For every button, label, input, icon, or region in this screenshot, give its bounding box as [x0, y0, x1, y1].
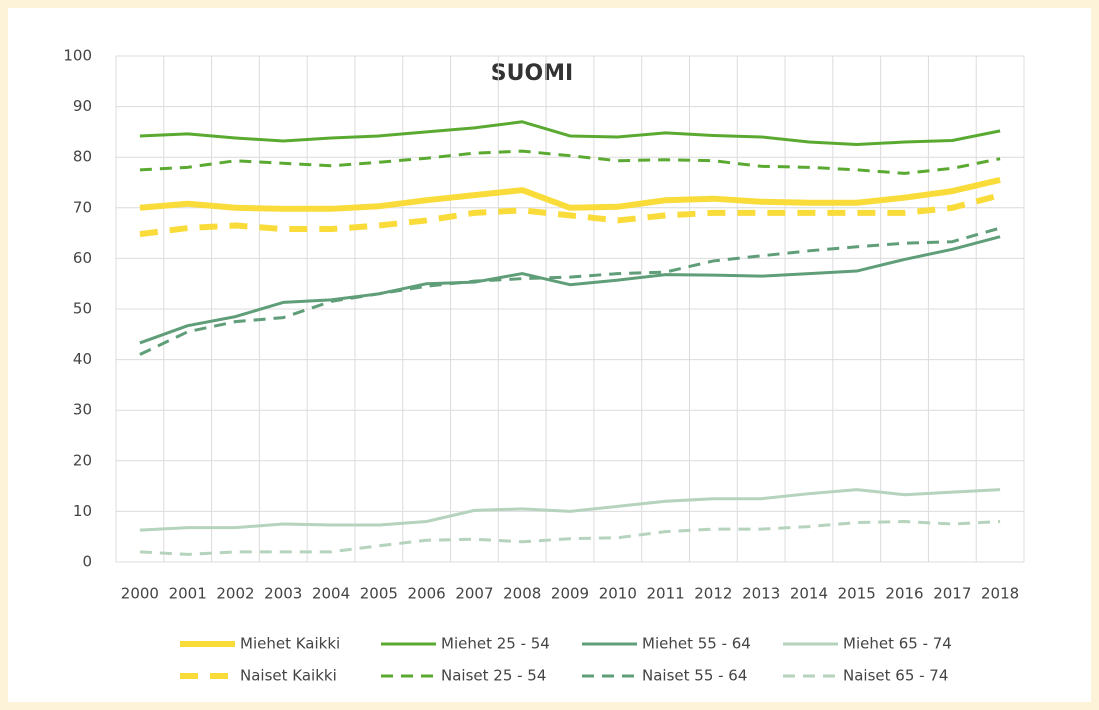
- x-tick-label: 2004: [312, 585, 350, 603]
- x-tick-label: 2001: [169, 585, 207, 603]
- x-tick-label: 2007: [455, 585, 493, 603]
- y-tick-label: 60: [73, 249, 92, 267]
- y-tick-label: 100: [63, 47, 92, 65]
- y-tick-label: 0: [82, 553, 92, 571]
- x-tick-label: 2018: [981, 585, 1019, 603]
- x-tick-label: 2017: [933, 585, 971, 603]
- legend-label: Miehet 55 - 64: [642, 635, 751, 653]
- y-tick-label: 70: [73, 198, 92, 216]
- y-tick-label: 80: [73, 148, 92, 166]
- x-tick-label: 2000: [121, 585, 159, 603]
- series-line: [139, 149, 1001, 175]
- series-line: [139, 235, 1001, 345]
- legend-label: Naiset 55 - 64: [642, 667, 747, 685]
- legend-label: Miehet 65 - 74: [843, 635, 952, 653]
- chart-title: SUOMI: [491, 61, 574, 86]
- x-tick-label: 2012: [694, 585, 732, 603]
- x-tick-label: 2002: [216, 585, 254, 603]
- series-line: [139, 192, 1001, 238]
- y-tick-label: 40: [73, 350, 92, 368]
- y-tick-label: 90: [73, 97, 92, 115]
- x-tick-label: 2006: [408, 585, 446, 603]
- y-tick-label: 50: [73, 300, 92, 318]
- x-tick-label: 2008: [503, 585, 541, 603]
- legend-label: Naiset Kaikki: [240, 667, 337, 685]
- y-tick-label: 30: [73, 401, 92, 419]
- series-line: [139, 177, 1001, 212]
- x-tick-label: 2016: [885, 585, 923, 603]
- x-tick-label: 2009: [551, 585, 589, 603]
- legend-label: Naiset 65 - 74: [843, 667, 948, 685]
- x-tick-label: 2013: [742, 585, 780, 603]
- y-tick-label: 10: [73, 502, 92, 520]
- x-tick-label: 2014: [790, 585, 828, 603]
- x-tick-label: 2010: [599, 585, 637, 603]
- chart-background: [8, 8, 1091, 702]
- legend-label: Miehet Kaikki: [240, 635, 340, 653]
- legend-label: Miehet 25 - 54: [441, 635, 550, 653]
- y-tick-label: 20: [73, 451, 92, 469]
- series-line: [139, 520, 1001, 556]
- x-tick-label: 2011: [646, 585, 684, 603]
- x-tick-label: 2003: [264, 585, 302, 603]
- series-line: [139, 120, 1001, 147]
- x-tick-label: 2005: [360, 585, 398, 603]
- legend-label: Naiset 25 - 54: [441, 667, 546, 685]
- x-tick-label: 2015: [838, 585, 876, 603]
- series-line: [139, 226, 1001, 356]
- series-line: [139, 488, 1001, 532]
